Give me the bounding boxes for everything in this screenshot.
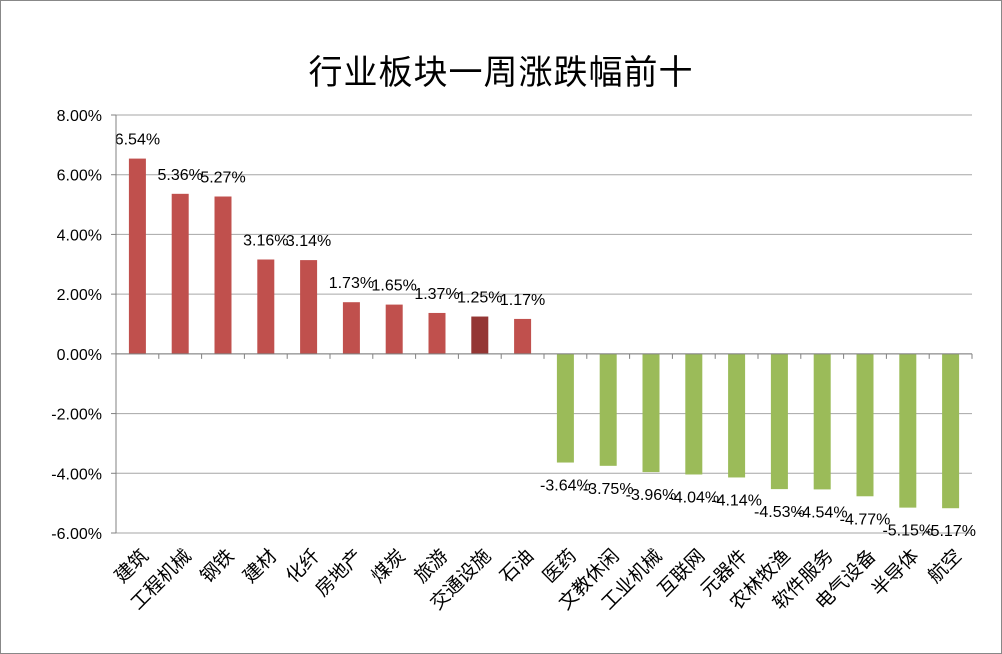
category-label: 钢铁 [196, 545, 238, 587]
data-label: -3.75% [583, 481, 634, 498]
data-label: 5.36% [158, 167, 203, 184]
category-label: 建材 [239, 545, 281, 587]
data-label: 5.27% [200, 170, 245, 187]
y-tick-label: 2.00% [57, 287, 102, 304]
bar [214, 196, 232, 354]
bar [642, 353, 660, 473]
y-tick-label: 0.00% [57, 347, 102, 364]
bar [257, 259, 275, 354]
data-label: -5.15% [882, 523, 933, 540]
bar [128, 158, 146, 354]
bar [385, 304, 403, 354]
bar [728, 353, 746, 478]
bar [770, 353, 788, 490]
bar [300, 260, 318, 354]
bar [342, 302, 360, 354]
data-label: -5.17% [925, 523, 976, 540]
y-tick-label: -2.00% [51, 407, 102, 424]
y-tick-label: 6.00% [57, 168, 102, 185]
chart-title: 行业板块一周涨跌幅前十 [308, 53, 694, 93]
data-label: -4.04% [668, 489, 719, 506]
data-label: 1.25% [457, 290, 502, 307]
data-labels: 6.54% 5.36%5.27% 3.16%3.14% 1.73%1.65%1.37%… [115, 132, 976, 541]
data-label: 3.16% [243, 233, 288, 250]
bar [471, 316, 489, 354]
bar [171, 193, 189, 354]
bar [599, 353, 617, 466]
y-tick-label: 4.00% [57, 227, 102, 244]
bar [813, 353, 831, 490]
category-label: 互联网 [653, 545, 709, 601]
bar [428, 312, 446, 354]
data-label: 6.54% [115, 132, 160, 149]
data-label: 1.65% [372, 278, 417, 295]
data-label: 1.73% [329, 275, 374, 292]
axes [111, 114, 973, 534]
bar [942, 353, 960, 509]
bar [514, 318, 532, 354]
y-tick-label: 8.00% [57, 108, 102, 125]
bar [685, 353, 703, 475]
y-tick-label: -6.00% [51, 526, 102, 543]
category-label: 房地产 [311, 545, 367, 601]
bars [128, 158, 960, 509]
data-label: -4.77% [840, 511, 891, 528]
data-label: -3.64% [540, 478, 591, 495]
bar [899, 353, 917, 508]
data-label: -3.96% [626, 487, 677, 504]
data-label: -4.54% [797, 504, 848, 521]
data-label: -4.14% [711, 492, 762, 509]
bar [856, 353, 874, 497]
y-tick-label: -4.00% [51, 466, 102, 483]
data-label: 1.37% [414, 286, 459, 303]
category-label: 半导体 [867, 545, 923, 601]
data-label: 3.14% [286, 233, 331, 250]
y-axis-tick-labels: 8.00% 6.00% 4.00% 2.00% 0.00% -2.00% -4.00% -6.… [51, 108, 102, 543]
data-label: 1.17% [500, 292, 545, 309]
category-label: 煤炭 [367, 545, 409, 587]
data-label: -4.53% [754, 504, 805, 521]
category-label: 石油 [496, 545, 538, 587]
bar [556, 353, 574, 463]
category-label: 航空 [924, 545, 966, 587]
